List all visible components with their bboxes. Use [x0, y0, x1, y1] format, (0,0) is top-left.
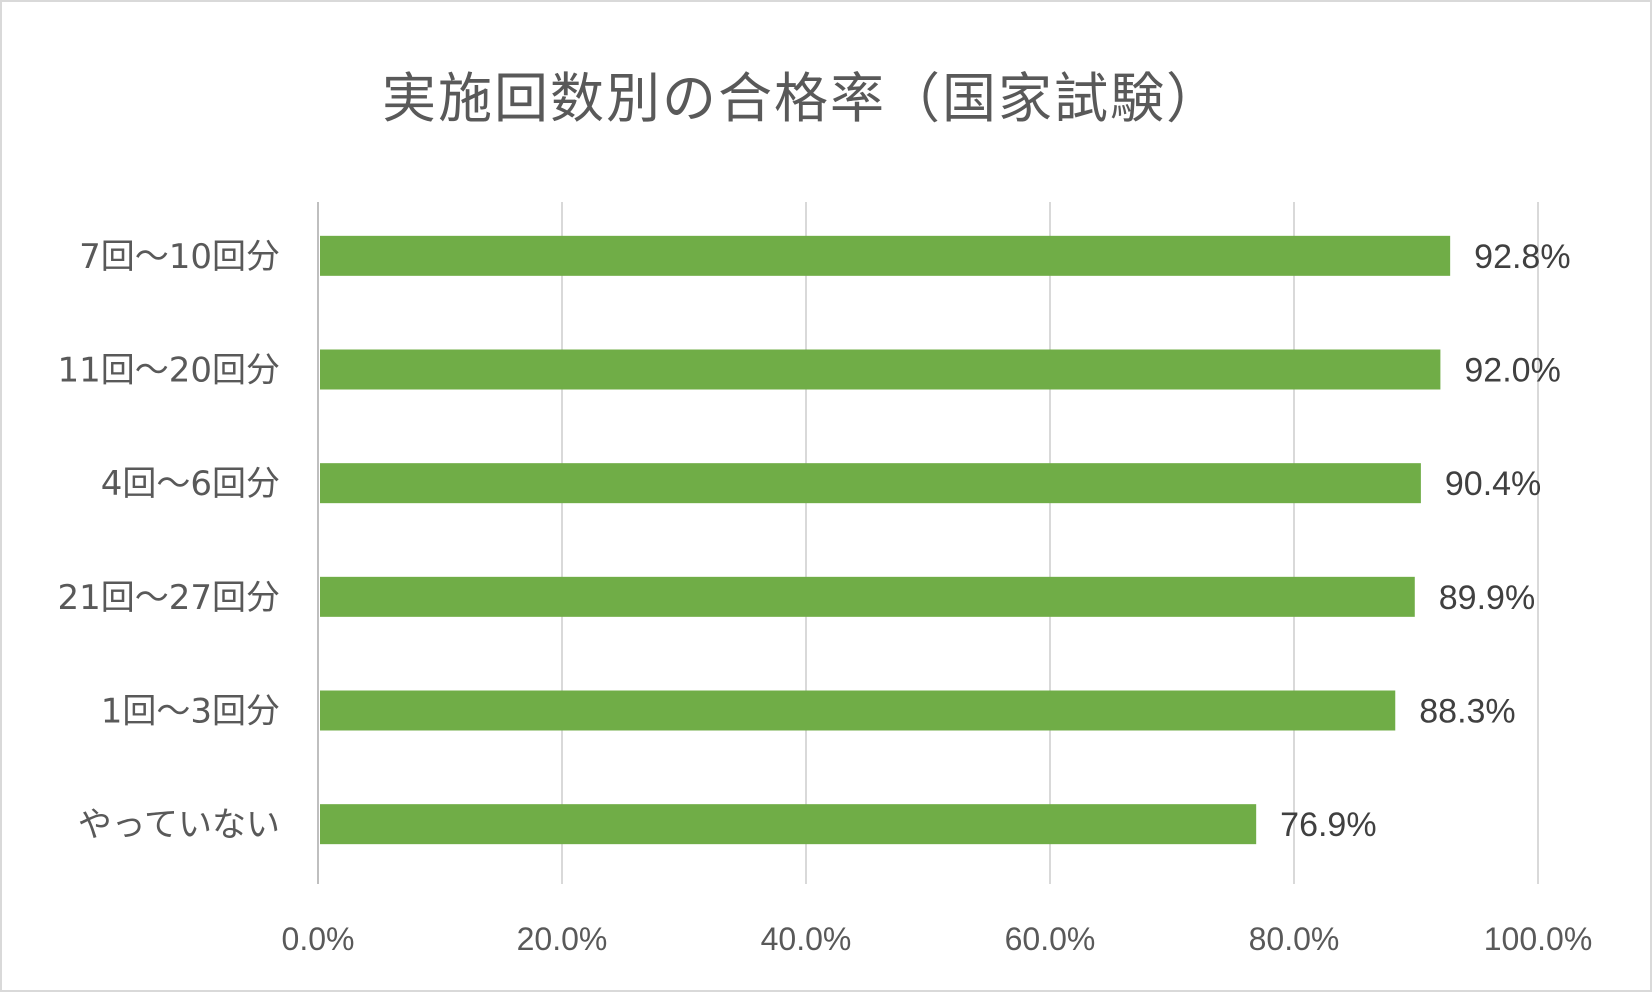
- bar: [320, 804, 1257, 845]
- category-label: 21回～27回分: [57, 578, 280, 618]
- category-label: 7回～10回分: [79, 237, 280, 277]
- bar: [320, 576, 1415, 617]
- data-label: 92.8%: [1474, 238, 1570, 276]
- bar: [320, 349, 1441, 390]
- bar: [320, 690, 1396, 731]
- data-label: 89.9%: [1439, 579, 1535, 617]
- x-tick-label: 0.0%: [282, 921, 355, 957]
- x-tick-label: 60.0%: [1005, 921, 1096, 957]
- bar: [320, 235, 1451, 276]
- category-label: 4回～6回分: [101, 464, 280, 504]
- x-tick-label: 20.0%: [517, 921, 608, 957]
- bar: [320, 463, 1421, 504]
- chart-title: 実施回数別の合格率（国家試験）: [382, 67, 1222, 130]
- x-tick-label: 100.0%: [1484, 921, 1593, 957]
- x-tick-label: 80.0%: [1249, 921, 1340, 957]
- labels: 0.0% 20.0% 40.0% 60.0% 80.0% 100.0% 7回～10回分 92.…: [57, 237, 1592, 957]
- gridlines: [317, 202, 1539, 884]
- category-label: やっていない: [78, 805, 280, 845]
- data-label: 90.4%: [1445, 465, 1541, 503]
- data-label: 92.0%: [1464, 352, 1560, 390]
- data-label: 76.9%: [1280, 806, 1376, 844]
- x-tick-label: 40.0%: [761, 921, 852, 957]
- category-label: 11回～20回分: [57, 351, 280, 391]
- category-label: 1回～3回分: [101, 692, 280, 732]
- bars: [320, 235, 1451, 845]
- data-label: 88.3%: [1419, 693, 1515, 731]
